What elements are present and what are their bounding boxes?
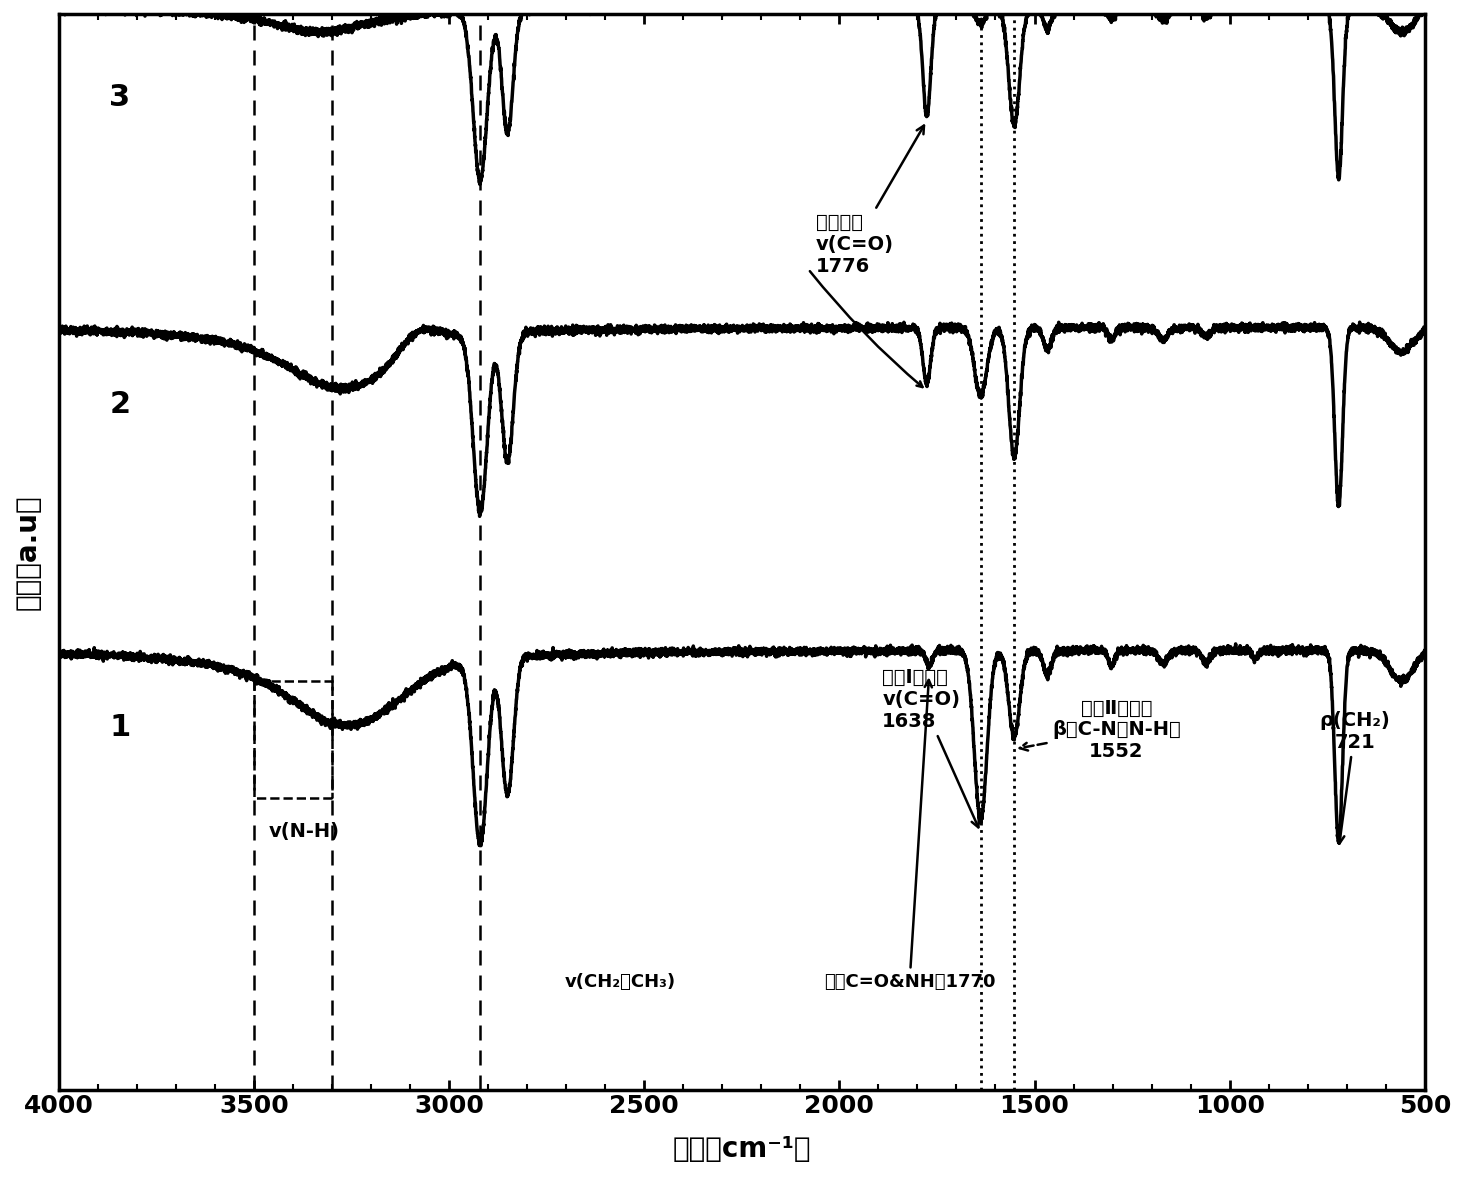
Text: 1: 1 — [110, 713, 130, 743]
Text: v(CH₂，CH₃): v(CH₂，CH₃) — [565, 973, 677, 991]
Text: 2: 2 — [110, 391, 130, 419]
Y-axis label: 透射（a.u）: 透射（a.u） — [13, 494, 42, 610]
Text: 胺的C=O&NH）1770: 胺的C=O&NH）1770 — [823, 680, 995, 991]
Text: 酰胺Ⅱ吸收带
β（C-N，N-H）
1552: 酰胺Ⅱ吸收带 β（C-N，N-H） 1552 — [1020, 698, 1181, 762]
Text: 跨链酰胺
v(C=O)
1776: 跨链酰胺 v(C=O) 1776 — [816, 126, 924, 275]
Text: 3: 3 — [110, 84, 130, 112]
Text: v(N-H): v(N-H) — [270, 823, 340, 842]
Bar — [253, 680, 333, 798]
Text: 酰胺Ⅰ吸收带
v(C=O)
1638: 酰胺Ⅰ吸收带 v(C=O) 1638 — [882, 667, 979, 827]
Text: ρ(CH₂)
721: ρ(CH₂) 721 — [1320, 711, 1390, 844]
X-axis label: 波数（cm⁻¹）: 波数（cm⁻¹） — [672, 1135, 812, 1163]
